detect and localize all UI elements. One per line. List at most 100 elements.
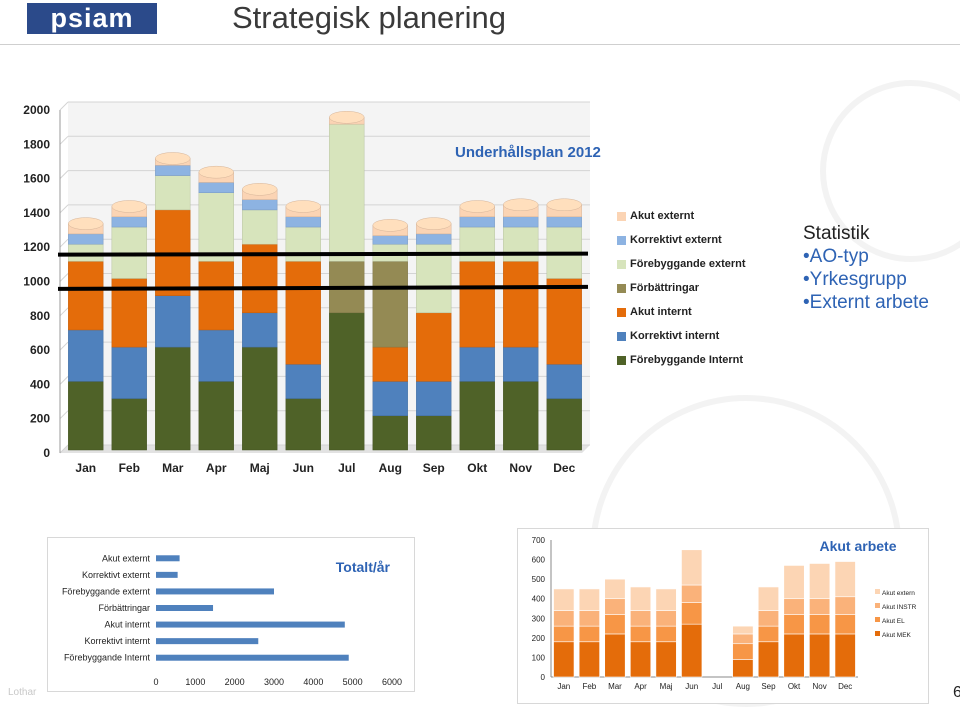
legend-swatch <box>617 211 626 221</box>
x-tick-label-Jun: Jun <box>293 461 314 475</box>
statistics-item-yrkesgrupp: •Yrkesgrupp <box>803 269 907 290</box>
akut-bar-Sep-Akut EL <box>757 625 779 643</box>
chart-title-totalt: Totalt/år <box>336 559 391 575</box>
bar-Dec-Korrektivt externt <box>546 216 582 228</box>
legend-label: Akut internt <box>630 306 692 318</box>
bar-Jun-Korrektivt internt <box>285 364 321 399</box>
gridline-diag-200 <box>59 410 69 420</box>
bar-Jul-Förebyggande Internt <box>329 312 365 451</box>
akut-bar-Mar-Akut MEK <box>604 633 626 678</box>
legend-label: Korrektivt externt <box>630 234 722 246</box>
akut-bar-Sep-Akut INSTR <box>757 610 779 627</box>
bar-Sep-Förebyggande Internt <box>416 415 452 451</box>
x-tick-label-Sep: Sep <box>761 682 776 691</box>
x-tick-label-Apr: Apr <box>634 682 647 691</box>
category-label-Akut externt: Akut externt <box>102 553 151 563</box>
bar-Jan-Korrektivt internt <box>68 329 104 382</box>
akut-bar-Dec-Akut extern <box>834 561 856 598</box>
x-tick-label-Mar: Mar <box>608 682 622 691</box>
y-tick-label-2000: 2000 <box>23 103 50 117</box>
akut-arbete-chart-frame: 0 100 200 300 400 500 600 700 Jan Feb Mar Apr Maj Jun… <box>517 528 929 704</box>
bar-cap-Okt <box>459 200 495 213</box>
bar-Nov-Korrektivt externt <box>503 216 539 228</box>
bar-Maj-Förebyggande Internt <box>242 346 278 451</box>
y-tick-label-100: 100 <box>532 653 546 662</box>
akut-bar-Apr-Akut EL <box>630 625 652 643</box>
legend-swatch <box>617 307 626 317</box>
hbar-Förbättringar <box>156 605 214 611</box>
legend-label-Akut MEK: Akut MEK <box>882 632 912 639</box>
akut-bar-Jan-Akut MEK <box>553 641 575 678</box>
x-tick-label-Dec: Dec <box>838 682 852 691</box>
gridline-diag-1200 <box>59 238 69 248</box>
x-tick-label-Jun: Jun <box>685 682 698 691</box>
x-tick-label-Jul: Jul <box>338 461 355 475</box>
y-tick-label-1600: 1600 <box>23 172 50 186</box>
bar-Jul-Förebyggande externt <box>329 123 365 262</box>
statistics-item-ao-typ: •AO-typ <box>803 246 869 267</box>
gridline-diag-1800 <box>59 135 69 145</box>
akut-bar-Maj-Akut MEK <box>655 641 677 678</box>
gridline-diag-400 <box>59 376 69 385</box>
x-tick-label-Sep: Sep <box>423 461 445 475</box>
bar-Sep-Akut internt <box>416 312 452 382</box>
bar-Mar-Korrektivt internt <box>155 295 191 348</box>
statistics-item-externt-arbete: •Externt arbete <box>803 292 929 313</box>
bar-Apr-Förebyggande Internt <box>198 381 234 451</box>
bar-Okt-Förebyggande externt <box>459 226 495 262</box>
bar-Apr-Korrektivt internt <box>198 329 234 382</box>
bar-Jun-Korrektivt externt <box>285 216 321 228</box>
x-tick-label-Maj: Maj <box>660 682 673 691</box>
gridline-diag-0 <box>59 444 69 454</box>
x-tick-label-Jan: Jan <box>557 682 570 691</box>
bar-Okt-Förebyggande Internt <box>459 381 495 451</box>
y-tick-label-800: 800 <box>30 309 50 323</box>
legend-swatch <box>617 283 626 293</box>
header-divider <box>0 44 960 45</box>
x-tick-label-Maj: Maj <box>250 461 270 475</box>
category-label-Korrektivt externt: Korrektivt externt <box>82 570 151 580</box>
x-tick-label-1000: 1000 <box>185 677 205 687</box>
legend-label-Akut extern: Akut extern <box>882 590 915 597</box>
bar-Jan-Korrektivt externt <box>68 233 104 245</box>
hbar-Korrektivt externt <box>156 571 178 578</box>
bar-Jun-Förebyggande Internt <box>285 398 321 451</box>
akut-bar-Maj-Akut EL <box>655 625 677 643</box>
chart-subtitle: Underhållsplan 2012 <box>455 144 601 161</box>
bar-Maj-Korrektivt externt <box>242 199 278 211</box>
gridline-diag-600 <box>59 341 69 351</box>
bar-Nov-Förebyggande externt <box>503 226 539 262</box>
bar-Maj-Förebyggande externt <box>242 209 278 245</box>
hbar-Korrektivt internt <box>156 638 259 645</box>
hbar-Akut externt <box>156 555 180 562</box>
akut-bar-Mar-Akut extern <box>604 578 626 600</box>
category-label-Korrektivt internt: Korrektivt internt <box>84 636 150 646</box>
gridline-diag-1000 <box>59 273 69 282</box>
bar-Sep-Korrektivt internt <box>416 381 452 416</box>
x-tick-label-Apr: Apr <box>206 461 227 475</box>
akut-bar-Mar-Akut EL <box>604 614 626 635</box>
legend-label: Förebyggande Internt <box>630 354 744 366</box>
x-tick-label-5000: 5000 <box>343 677 363 687</box>
hbar-Akut internt <box>156 621 345 628</box>
bar-Dec-Akut internt <box>546 278 582 365</box>
akut-bar-Nov-Akut extern <box>809 563 831 600</box>
x-tick-label-Feb: Feb <box>119 461 140 475</box>
akut-bar-Sep-Akut extern <box>757 586 779 611</box>
category-label-Förebyggande Internt: Förebyggande Internt <box>64 653 151 663</box>
akut-bar-Apr-Akut MEK <box>630 641 652 678</box>
bar-cap-Nov <box>503 198 539 212</box>
chart-title-akut: Akut arbete <box>819 538 896 554</box>
bar-cap-Maj <box>242 183 278 196</box>
legend-label: Förebyggande externt <box>630 258 746 270</box>
x-tick-label-6000: 6000 <box>382 677 402 687</box>
akut-bar-Jan-Akut EL <box>553 625 575 643</box>
akut-bar-Okt-Akut MEK <box>783 633 805 678</box>
hbar-Förebyggande externt <box>156 588 274 595</box>
bar-Aug-Korrektivt internt <box>372 381 408 416</box>
y-tick-label-300: 300 <box>532 614 546 623</box>
legend-item-Förebyggande externt: Förebyggande externt <box>617 252 746 276</box>
bar-Apr-Korrektivt externt <box>198 182 234 193</box>
akut-bar-Sep-Akut MEK <box>757 641 779 678</box>
legend-item-Förebyggande Internt: Förebyggande Internt <box>617 348 746 372</box>
